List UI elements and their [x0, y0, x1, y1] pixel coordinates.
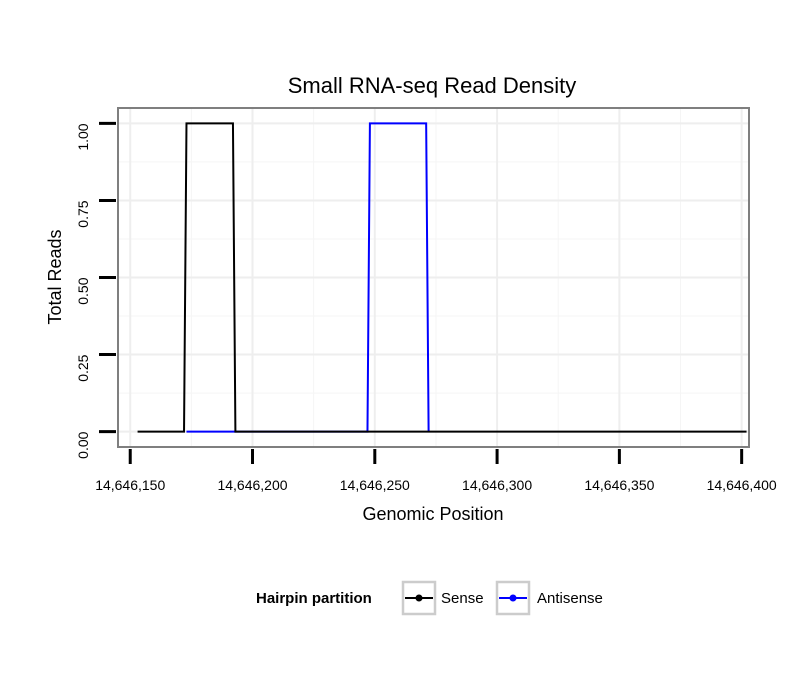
x-tick-label: 14,646,350: [584, 477, 654, 493]
legend: Hairpin partition Sense Antisense: [256, 580, 603, 616]
chart-title: Small RNA-seq Read Density: [288, 73, 577, 98]
x-tick-label: 14,646,200: [217, 477, 287, 493]
x-axis-title: Genomic Position: [362, 504, 503, 524]
legend-title: Hairpin partition: [256, 590, 372, 607]
x-tick-label: 14,646,400: [707, 477, 777, 493]
y-tick-label: 0.00: [75, 431, 91, 458]
y-tick-label: 1.00: [75, 123, 91, 150]
y-axis: 0.00 0.25 0.50 0.75 1.00: [75, 121, 116, 459]
y-tick-label: 0.75: [75, 200, 91, 227]
grid: [118, 108, 749, 447]
legend-label-antisense: Antisense: [537, 590, 603, 607]
series-layer: [137, 122, 747, 433]
legend-swatch-sense-dot: [415, 594, 423, 602]
series-line-sense: [137, 122, 747, 433]
plot-panel-border: [117, 107, 750, 448]
y-tick-label: 0.25: [75, 354, 91, 381]
legend-label-sense: Sense: [441, 590, 484, 607]
legend-swatch-antisense-dot: [509, 594, 517, 602]
y-axis-title: Total Reads: [45, 229, 65, 324]
x-tick-label: 14,646,150: [95, 477, 165, 493]
legend-entry-antisense: Antisense: [495, 580, 603, 616]
legend-entry-sense: Sense: [401, 580, 484, 616]
x-tick-label: 14,646,300: [462, 477, 532, 493]
x-tick-label: 14,646,250: [340, 477, 410, 493]
x-axis: 14,646,150 14,646,200 14,646,250 14,646,300…: [95, 449, 777, 493]
y-tick-label: 0.50: [75, 277, 91, 304]
